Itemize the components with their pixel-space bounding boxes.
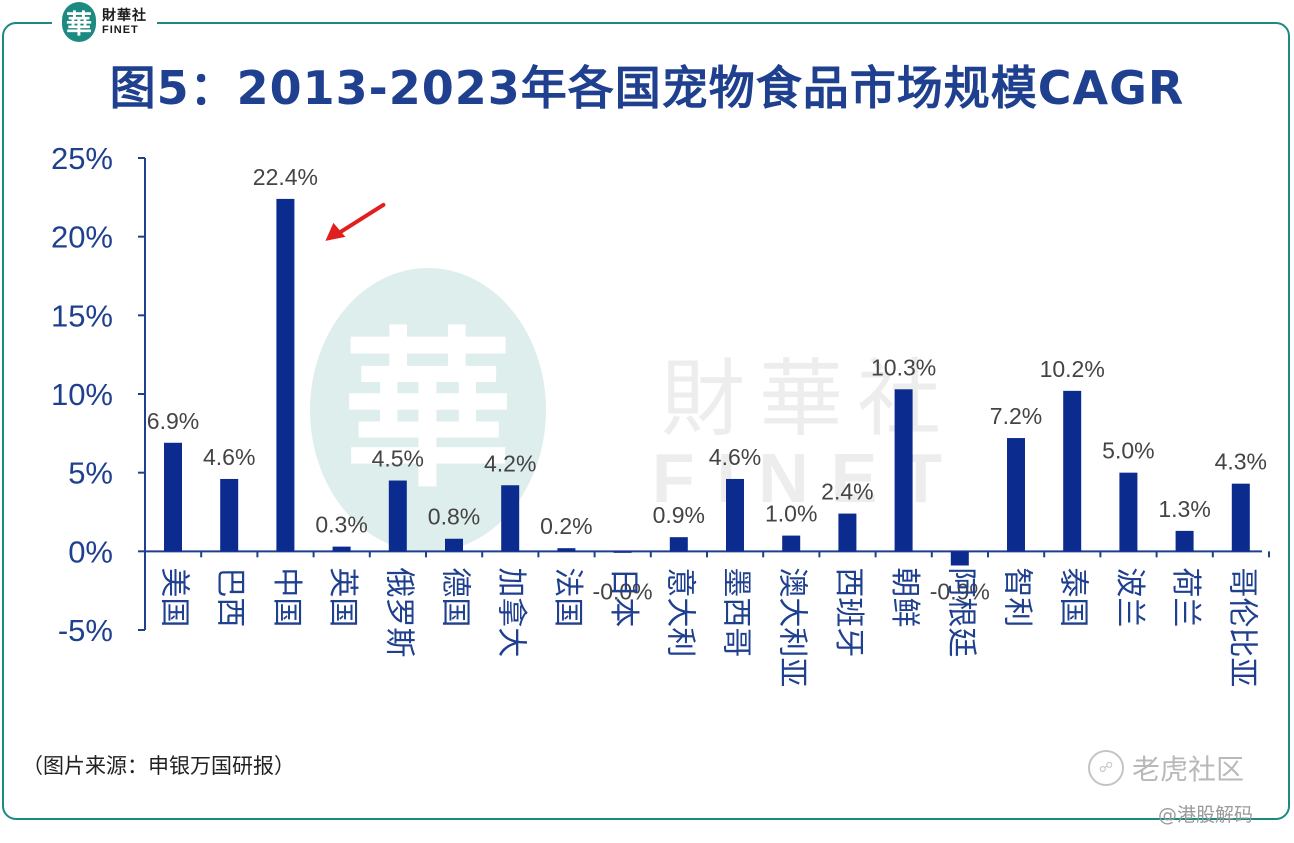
bar: [950, 551, 969, 566]
watermark-cn: 財華社: [661, 350, 955, 448]
bar: [894, 389, 913, 552]
logo-name-cn: 財華社: [102, 7, 147, 24]
bar: [445, 538, 463, 552]
data-label: 10.3%: [871, 354, 936, 380]
y-tick-label: -5%: [58, 613, 113, 648]
source-note: （图片来源：申银万国研报）: [22, 754, 295, 778]
category-label: 巴西: [213, 567, 248, 627]
category-label: 泰国: [1056, 567, 1091, 627]
category-label: 法国: [550, 567, 585, 627]
brand-handle: @港股解码: [1158, 804, 1254, 826]
category-label: 智利: [1000, 567, 1035, 627]
data-label: 0.8%: [428, 504, 480, 530]
category-label: 中国: [269, 567, 304, 627]
data-label: 4.3%: [1215, 449, 1267, 475]
watermark-char: 華: [343, 311, 513, 511]
y-tick-label: 20%: [51, 220, 113, 255]
logo-text: 財華社 FINET: [102, 9, 147, 36]
data-labels: 6.9%4.6%22.4%0.3%4.5%0.8%4.2%0.2%-0.0%0.…: [147, 164, 1267, 604]
data-label: 1.0%: [765, 501, 817, 527]
bar: [276, 198, 295, 552]
bar: [388, 480, 407, 552]
bars: [164, 198, 1250, 566]
bar: [332, 546, 351, 552]
category-label: 德国: [438, 567, 473, 627]
watermark-en: FINET: [652, 439, 964, 517]
bar: [782, 535, 801, 552]
category-label: 澳大利亚: [775, 567, 810, 687]
arrow-annotation-shaft: [335, 202, 386, 236]
category-label: 加拿大: [494, 567, 529, 657]
data-label: 2.4%: [821, 479, 873, 505]
brand-name: 老虎社区: [1132, 753, 1245, 786]
bar: [557, 548, 576, 552]
data-label: 4.5%: [372, 446, 424, 472]
data-label: 0.3%: [315, 512, 367, 538]
category-label: 美国: [157, 567, 192, 627]
chart-title: 图5：2013-2023年各国宠物食品市场规模CAGR: [109, 61, 1185, 115]
finet-logo: 華 財華社 FINET: [52, 0, 157, 44]
category-label: 日本: [606, 567, 641, 627]
y-axis: 25% 20% 15% 10% 5% 0% -5%: [51, 141, 1270, 648]
category-label: 哥伦比亚: [1224, 567, 1259, 687]
data-label: 4.6%: [203, 444, 255, 470]
bar: [1231, 483, 1250, 552]
bar: [220, 478, 239, 552]
tiger-logo-icon: ☍: [1088, 750, 1124, 786]
y-tick-label: 25%: [51, 141, 113, 176]
data-label: 7.2%: [990, 403, 1042, 429]
watermark-emblem: [310, 268, 546, 552]
category-label: 阿根廷: [943, 567, 978, 657]
category-label: 西班牙: [831, 567, 866, 657]
annotations: [325, 202, 386, 241]
category-label: 波兰: [1112, 567, 1147, 627]
watermark: 華 財華社 FINET: [310, 268, 964, 552]
category-labels: 美国 巴西 中国 英国 俄罗斯 德国 加拿大 法国 日本 意大利 墨西哥 澳大利亚 西班牙 朝鲜 阿根廷 智利…: [157, 567, 1260, 687]
y-tick-label: 10%: [51, 377, 113, 412]
bar: [838, 513, 857, 552]
category-label: 意大利: [662, 567, 697, 657]
data-label: 0.9%: [653, 502, 705, 528]
data-label: 6.9%: [147, 408, 199, 434]
category-label: 朝鲜: [887, 567, 922, 627]
category-label: 墨西哥: [719, 567, 754, 657]
bar: [1119, 472, 1138, 552]
chart-frame: [2, 22, 1290, 820]
data-label: 4.2%: [484, 450, 536, 476]
bar: [1063, 390, 1082, 552]
category-label: 荷兰: [1168, 567, 1203, 627]
data-label: 5.0%: [1102, 438, 1154, 464]
bar: [1007, 438, 1025, 552]
data-label: -0.0%: [593, 578, 653, 604]
tiger-community-brand: ☍ 老虎社区: [1088, 748, 1244, 788]
data-label: 10.2%: [1040, 356, 1105, 382]
bar: [669, 537, 688, 552]
data-label: 1.3%: [1158, 496, 1210, 522]
data-label: 22.4%: [253, 164, 318, 190]
data-label: 0.2%: [540, 513, 592, 539]
y-tick-label: 0%: [68, 534, 113, 569]
data-label: 4.6%: [709, 444, 761, 470]
bar: [164, 442, 182, 552]
y-tick-label: 5%: [68, 456, 113, 491]
data-label: -0.9%: [930, 578, 990, 604]
category-label: 英国: [325, 567, 360, 627]
bar: [726, 478, 744, 552]
finet-logo-icon: 華: [62, 2, 96, 42]
bar: [1175, 530, 1194, 552]
logo-name-en: FINET: [102, 23, 139, 36]
y-tick-label: 15%: [51, 298, 113, 333]
bar: [501, 485, 520, 552]
bar: [613, 551, 632, 553]
category-label: 俄罗斯: [381, 567, 416, 657]
arrow-annotation-head: [325, 222, 346, 241]
